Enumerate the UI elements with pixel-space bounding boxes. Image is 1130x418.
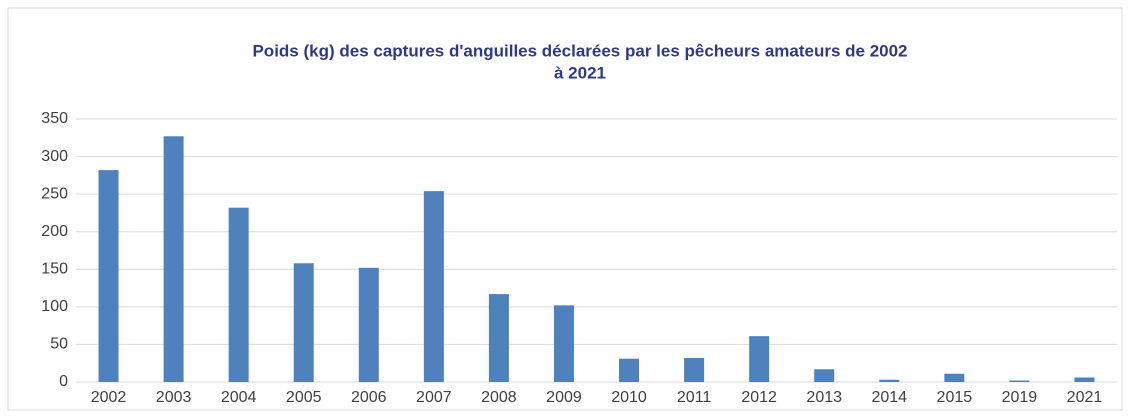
bar xyxy=(293,263,314,382)
bar xyxy=(553,305,574,382)
bar xyxy=(749,336,770,382)
y-tick-label: 200 xyxy=(41,223,68,240)
bar xyxy=(488,294,509,382)
bar xyxy=(228,207,249,382)
x-tick-label: 2003 xyxy=(156,389,192,406)
x-tick-label: 2002 xyxy=(91,389,127,406)
x-tick-label: 2021 xyxy=(1067,389,1103,406)
bar xyxy=(163,136,184,382)
x-tick-label: 2009 xyxy=(546,389,582,406)
y-tick-label: 0 xyxy=(59,373,68,390)
y-tick-label: 350 xyxy=(41,110,68,127)
x-tick-label: 2014 xyxy=(871,389,907,406)
x-tick-label: 2007 xyxy=(416,389,452,406)
bar xyxy=(358,267,379,382)
x-tick-label: 2008 xyxy=(481,389,517,406)
chart-title: Poids (kg) des captures d'anguilles décl… xyxy=(252,41,907,60)
x-tick-label: 2006 xyxy=(351,389,387,406)
bar xyxy=(879,379,900,382)
x-tick-label: 2019 xyxy=(1002,389,1038,406)
bar xyxy=(98,170,119,382)
x-tick-label: 2011 xyxy=(677,389,712,406)
y-tick-label: 300 xyxy=(41,148,68,165)
y-tick-label: 150 xyxy=(41,261,68,278)
bar xyxy=(684,357,705,382)
x-tick-label: 2015 xyxy=(937,389,973,406)
bar xyxy=(619,358,640,382)
bar xyxy=(944,373,965,382)
chart-title: à 2021 xyxy=(554,63,606,82)
x-tick-label: 2005 xyxy=(286,389,322,406)
x-tick-label: 2013 xyxy=(806,389,842,406)
x-tick-label: 2010 xyxy=(611,389,647,406)
y-tick-label: 100 xyxy=(41,298,68,315)
bar xyxy=(814,369,835,382)
x-tick-label: 2012 xyxy=(741,389,777,406)
bar xyxy=(1074,377,1095,382)
y-tick-label: 250 xyxy=(41,185,68,202)
x-tick-label: 2004 xyxy=(221,389,257,406)
bar xyxy=(1009,380,1030,382)
bar xyxy=(423,191,444,382)
y-tick-label: 50 xyxy=(50,336,68,353)
